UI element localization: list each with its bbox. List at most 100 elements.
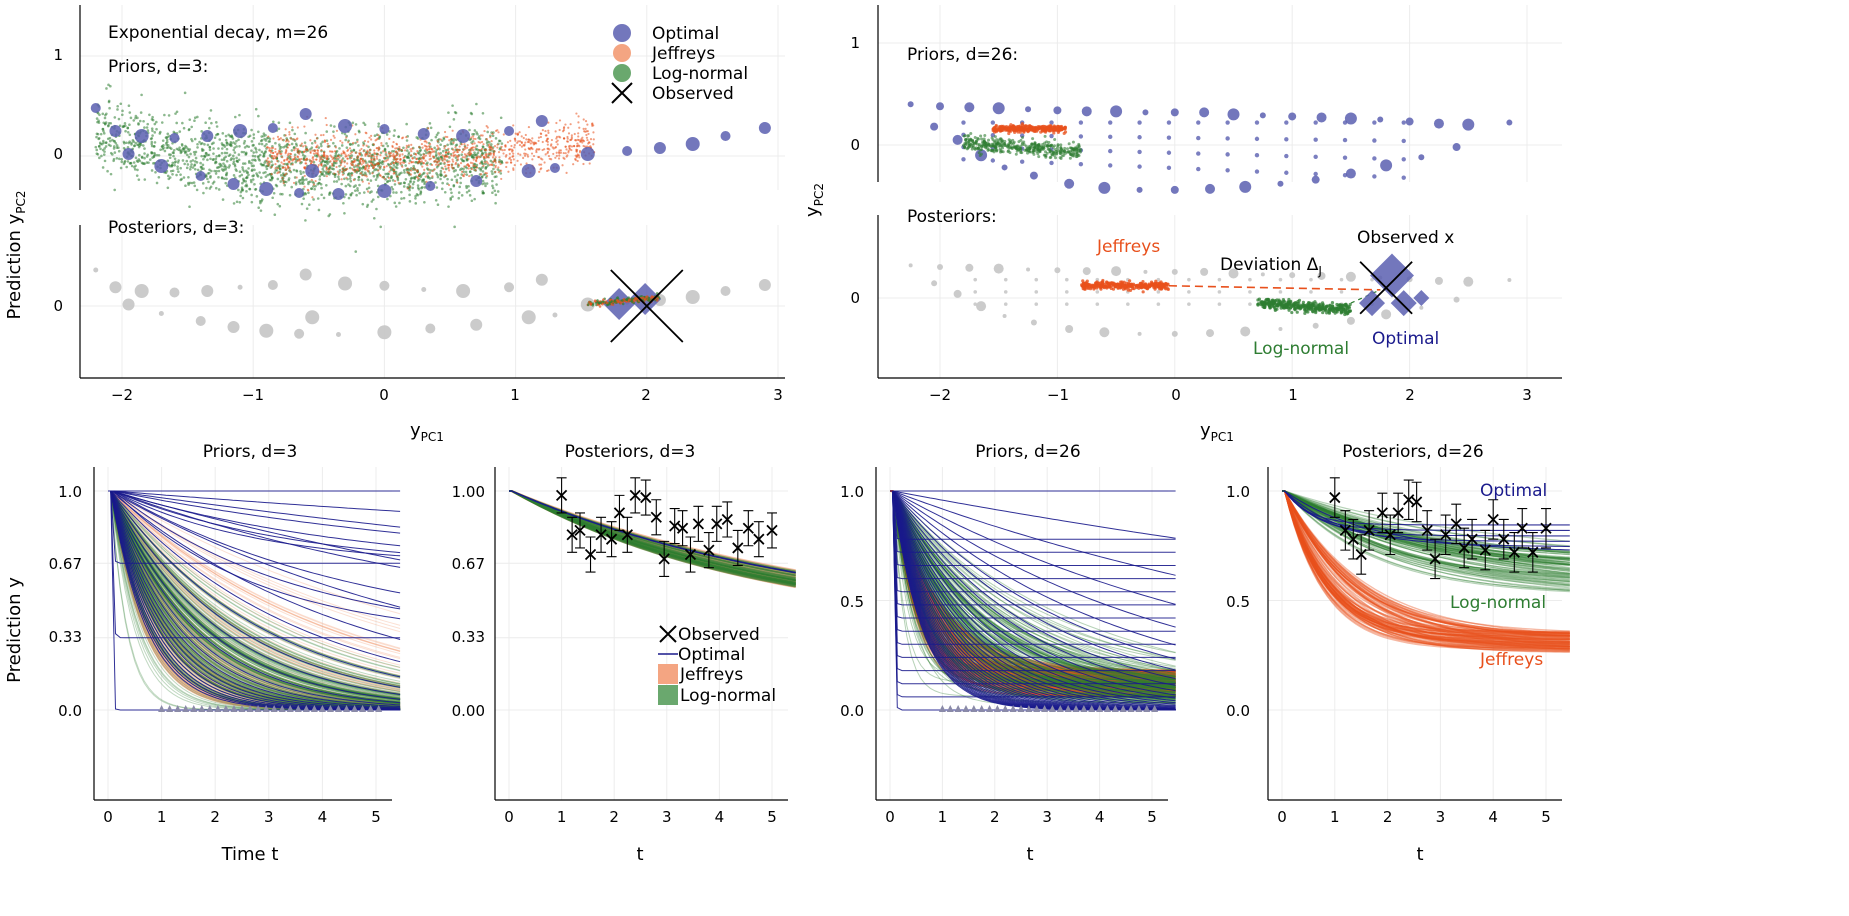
jeffreys-prior-point: [340, 152, 343, 155]
lognormal-prior-point: [381, 162, 384, 166]
jeffreys-prior-point: [427, 127, 430, 130]
jeffreys-prior-point: [335, 165, 338, 169]
jeffreys-prior-point: [585, 136, 589, 139]
lognormal-prior-point: [439, 143, 442, 147]
lognormal-prior-point: [320, 193, 323, 197]
jeffreys-prior-point: [370, 134, 373, 137]
lognormal-prior-point: [191, 166, 195, 169]
jeffreys-prior-point: [402, 156, 405, 160]
lognormal-prior-point: [968, 145, 972, 149]
lognormal-posterior-point: [1272, 304, 1276, 309]
lognormal-prior-point: [260, 142, 264, 146]
lognormal-prior-point: [447, 205, 450, 208]
lognormal-prior-point: [195, 188, 199, 192]
jeffreys-prior-point: [509, 158, 513, 162]
optimal-prior-point: [1372, 120, 1377, 125]
jeffreys-prior-point: [442, 167, 445, 170]
jeffreys-prior-point: [454, 146, 457, 149]
lognormal-prior-point: [335, 180, 339, 183]
jeffreys-prior-point: [329, 160, 332, 163]
lognormal-prior-point: [481, 190, 485, 193]
lognormal-prior-point: [233, 151, 237, 154]
right-xtick: 3: [1522, 386, 1532, 404]
optimal-prior-point: [1053, 106, 1062, 115]
lognormal-prior-point: [966, 137, 970, 141]
jeffreys-prior-point: [319, 134, 323, 137]
optimal-prior-point: [653, 142, 666, 154]
optimal-prior-point: [1199, 107, 1210, 118]
jeffreys-prior-point: [307, 189, 310, 192]
optimal-prior-point: [1225, 168, 1230, 173]
lognormal-prior-point: [416, 184, 420, 187]
lognormal-prior-point: [240, 150, 244, 154]
lognormal-prior-point: [1060, 154, 1064, 158]
jeffreys-prior-point: [346, 167, 349, 170]
jeffreys-prior-point: [478, 156, 481, 159]
jeffreys-prior-point: [456, 150, 459, 154]
lognormal-prior-point: [187, 155, 191, 159]
jeffreys-prior-point: [295, 176, 298, 179]
jeffreys-prior-point: [494, 156, 497, 159]
optimal-prior-point: [377, 184, 392, 198]
prior-reference-point: [1381, 309, 1392, 320]
jeffreys-prior-point: [279, 137, 282, 140]
jeffreys-prior-point: [448, 169, 451, 172]
optimal-prior-point: [1029, 171, 1038, 180]
jeffreys-prior-point: [500, 145, 503, 148]
prior-reference-point: [1346, 316, 1355, 325]
lognormal-prior-point: [348, 166, 352, 170]
jeffreys-prior-point: [353, 170, 356, 173]
lognormal-prior-point: [109, 84, 112, 88]
jeffreys-prior-point: [492, 152, 495, 155]
lognormal-prior-point: [395, 191, 398, 194]
jeffreys-prior-point: [554, 145, 558, 149]
jeffreys-prior-point: [399, 162, 402, 166]
optimal-prior-point: [338, 119, 353, 133]
jeffreys-prior-point: [562, 128, 566, 132]
jeffreys-prior-point: [499, 162, 502, 166]
lognormal-prior-point: [419, 148, 423, 152]
lognormal-prior-point: [1007, 138, 1011, 142]
jeffreys-prior-point: [488, 148, 491, 152]
lognormal-prior-point: [113, 188, 116, 192]
lognormal-prior-point: [257, 114, 260, 118]
lognormal-prior-point: [450, 191, 453, 195]
lognormal-prior-point: [354, 141, 357, 145]
prior-reference-point: [1289, 272, 1296, 279]
optimal-prior-point: [1166, 120, 1172, 125]
jeffreys-prior-point: [392, 153, 395, 156]
lognormal-prior-point: [254, 148, 258, 151]
jeffreys-prior-point: [558, 154, 561, 157]
jeffreys-prior-point: [276, 153, 279, 156]
lognormal-prior-point: [252, 151, 256, 154]
jeffreys-prior-point: [400, 149, 404, 152]
lognormal-prior-point: [223, 151, 227, 155]
optimal-prior-point: [134, 129, 149, 143]
jeffreys-prior-point: [387, 152, 391, 155]
lognormal-prior-point: [133, 168, 137, 171]
right-xtick: 0: [1171, 386, 1181, 404]
lognormal-prior-point: [214, 157, 218, 161]
lognormal-prior-point: [210, 121, 213, 125]
jeffreys-prior-point: [340, 158, 343, 162]
lognormal-prior-point: [338, 169, 342, 172]
lognormal-prior-point: [254, 159, 257, 162]
jeffreys-prior-point: [522, 156, 525, 160]
lognormal-prior-point: [1048, 150, 1052, 154]
jeffreys-prior-point: [354, 151, 357, 154]
jeffreys-prior-point: [532, 154, 536, 158]
jeffreys-prior-point: [538, 163, 541, 166]
lognormal-prior-point: [417, 187, 421, 191]
jeffreys-prior-point: [402, 161, 406, 164]
jeffreys-prior-point: [397, 181, 400, 184]
lognormal-prior-point: [288, 121, 292, 125]
prior-reference-point: [976, 301, 987, 312]
jeffreys-prior-point: [343, 165, 346, 168]
optimal-prior-point: [1405, 117, 1414, 126]
prior-reference-point: [294, 328, 305, 339]
lognormal-prior-point: [291, 128, 294, 132]
legend-observed-marker: [611, 82, 633, 104]
lognormal-prior-point: [167, 143, 170, 147]
jeffreys-prior-point: [428, 154, 431, 158]
jeffreys-prior-point: [516, 159, 519, 162]
